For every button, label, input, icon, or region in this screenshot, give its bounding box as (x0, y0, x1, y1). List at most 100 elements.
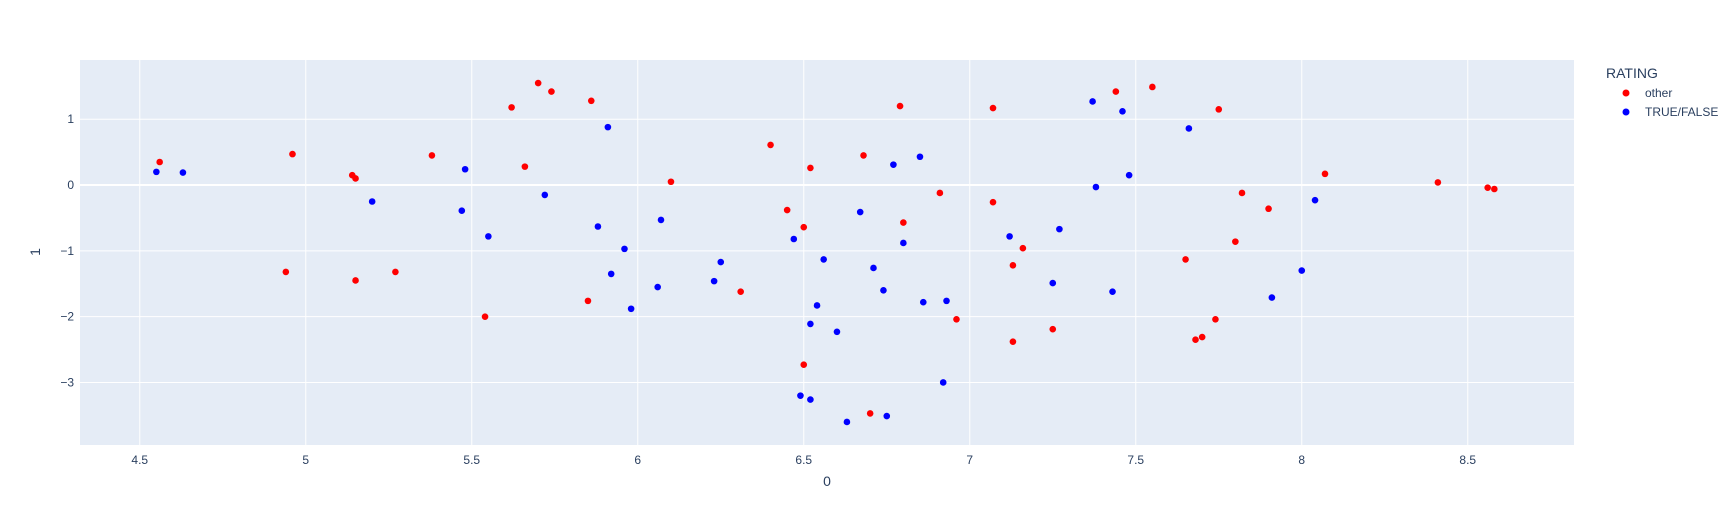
point-other[interactable] (521, 163, 529, 170)
point-other[interactable] (1434, 179, 1442, 186)
point-true-false[interactable] (790, 235, 798, 243)
point-true-false[interactable] (607, 270, 615, 278)
point-other[interactable] (428, 152, 436, 159)
point-other[interactable] (1182, 256, 1189, 263)
point-other[interactable] (1049, 325, 1057, 333)
point-true-false[interactable] (1089, 98, 1096, 105)
point-true-false[interactable] (1119, 108, 1126, 115)
point-other[interactable] (900, 219, 907, 226)
point-true-false[interactable] (916, 153, 924, 161)
point-other[interactable] (737, 288, 744, 295)
point-true-false[interactable] (458, 207, 466, 215)
point-other[interactable] (534, 79, 542, 87)
point-other[interactable] (860, 152, 867, 159)
point-true-false[interactable] (1125, 171, 1133, 179)
point-true-false[interactable] (820, 256, 827, 263)
point-true-false[interactable] (813, 302, 821, 309)
point-true-false[interactable] (1049, 279, 1057, 287)
point-other[interactable] (800, 223, 808, 231)
legend-item-true-false[interactable]: TRUE/FALSE (1622, 105, 1719, 119)
point-other[interactable] (989, 104, 997, 112)
point-other[interactable] (352, 277, 359, 284)
point-other[interactable] (1009, 262, 1017, 269)
point-true-false[interactable] (919, 298, 927, 306)
point-other[interactable] (936, 189, 944, 197)
point-true-false[interactable] (1092, 183, 1100, 191)
point-other[interactable] (548, 88, 555, 95)
point-other[interactable] (767, 141, 774, 149)
point-true-false[interactable] (880, 287, 887, 294)
point-other[interactable] (1265, 205, 1272, 213)
point-other[interactable] (800, 361, 808, 369)
point-true-false[interactable] (485, 233, 492, 240)
point-true-false[interactable] (710, 277, 718, 285)
point-true-false[interactable] (807, 320, 814, 328)
point-true-false[interactable] (1006, 233, 1013, 240)
legend-item-other[interactable]: other (1622, 86, 1673, 100)
point-other[interactable] (1009, 338, 1017, 345)
legend[interactable]: RATING other TRUE/FALSE (1606, 65, 1718, 119)
point-true-false[interactable] (1298, 267, 1306, 274)
point-true-false[interactable] (153, 168, 160, 176)
point-other[interactable] (282, 268, 290, 276)
point-other[interactable] (508, 104, 515, 111)
point-other[interactable] (989, 198, 997, 206)
point-other[interactable] (1491, 185, 1498, 193)
point-other[interactable] (1149, 83, 1156, 91)
point-true-false[interactable] (657, 216, 665, 224)
point-other[interactable] (352, 175, 359, 182)
point-true-false[interactable] (541, 191, 549, 199)
point-other[interactable] (1215, 106, 1223, 113)
data-points (153, 79, 1498, 426)
point-other[interactable] (1321, 170, 1329, 178)
point-other[interactable] (392, 268, 399, 276)
point-other[interactable] (1192, 336, 1199, 344)
point-other[interactable] (1484, 184, 1491, 191)
point-true-false[interactable] (900, 239, 907, 247)
point-other[interactable] (1198, 333, 1206, 341)
point-other[interactable] (1238, 189, 1246, 197)
point-true-false[interactable] (943, 297, 950, 305)
point-other[interactable] (156, 158, 163, 166)
point-true-false[interactable] (368, 198, 376, 205)
point-true-false[interactable] (807, 396, 814, 403)
point-other[interactable] (667, 178, 675, 186)
point-other[interactable] (1019, 244, 1027, 252)
point-other[interactable] (953, 315, 960, 323)
point-other[interactable] (866, 410, 874, 417)
point-other[interactable] (584, 297, 592, 305)
point-true-false[interactable] (797, 392, 804, 399)
y-tick-label: 0 (67, 178, 74, 192)
point-true-false[interactable] (627, 305, 635, 313)
point-true-false[interactable] (461, 165, 469, 173)
point-true-false[interactable] (1185, 125, 1193, 132)
point-true-false[interactable] (621, 245, 628, 253)
point-true-false[interactable] (870, 264, 877, 272)
point-true-false[interactable] (594, 223, 602, 230)
point-true-false[interactable] (717, 258, 725, 266)
point-other[interactable] (783, 206, 791, 214)
point-other[interactable] (1232, 238, 1239, 245)
point-true-false[interactable] (833, 328, 841, 336)
point-true-false[interactable] (654, 283, 661, 291)
point-other[interactable] (1212, 315, 1219, 323)
point-true-false[interactable] (883, 412, 891, 420)
point-true-false[interactable] (1311, 196, 1319, 204)
point-other[interactable] (481, 313, 489, 320)
point-other[interactable] (587, 97, 595, 105)
x-tick-label: 7 (966, 453, 973, 467)
point-true-false[interactable] (843, 418, 851, 426)
legend-marker-other (1622, 89, 1630, 97)
point-true-false[interactable] (604, 123, 612, 131)
point-other[interactable] (896, 102, 904, 110)
point-true-false[interactable] (1109, 288, 1116, 295)
point-true-false[interactable] (890, 161, 897, 168)
point-true-false[interactable] (1268, 294, 1276, 301)
point-true-false[interactable] (179, 169, 187, 176)
point-other[interactable] (289, 150, 296, 158)
point-other[interactable] (1112, 88, 1120, 95)
point-true-false[interactable] (856, 208, 864, 216)
point-true-false[interactable] (1056, 225, 1063, 233)
point-true-false[interactable] (939, 379, 947, 386)
point-other[interactable] (807, 164, 814, 172)
